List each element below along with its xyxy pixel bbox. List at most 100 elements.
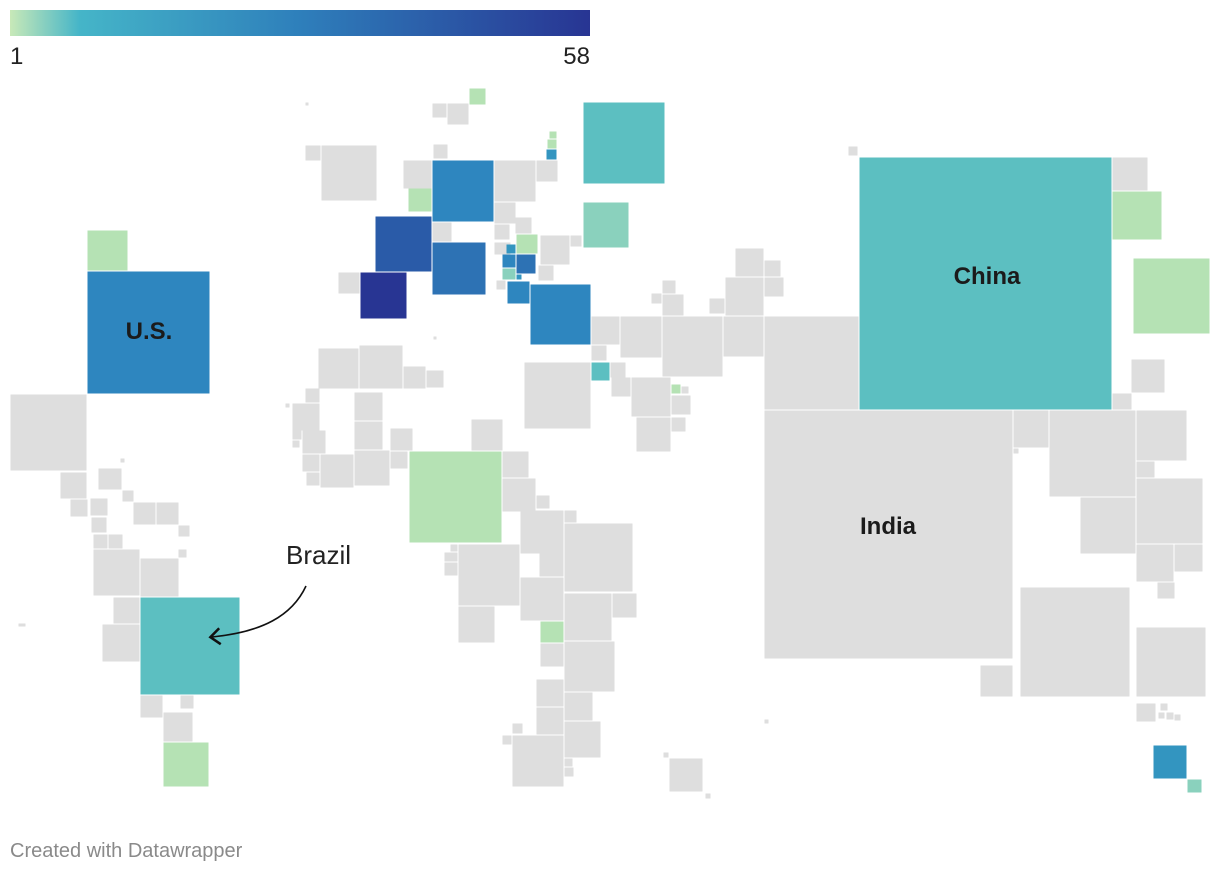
me-9 [723,316,764,357]
af-4 [426,370,444,388]
as-7 [1049,410,1136,497]
egypt-square [524,362,591,429]
new-zealand-square [1187,779,1202,793]
nigeria-square [409,451,502,543]
eu-1 [305,102,309,106]
eu-16 [546,149,557,160]
eu-22 [516,274,522,280]
japan-square [1133,258,1210,334]
af-22 [520,510,564,554]
af-40 [512,723,523,734]
eu-23 [540,235,570,265]
uk-square [408,188,432,212]
canada-square [87,230,128,271]
me-7 [662,294,684,316]
south-africa-square [540,621,564,643]
france-square [375,216,432,272]
af-26 [539,552,564,577]
as-19 [1166,712,1174,720]
af-47 [705,793,711,799]
eu-4 [469,88,486,105]
venezuela-square [140,558,179,597]
ca-13 [18,623,26,627]
eu-11 [432,222,452,242]
ca-5 [122,490,134,502]
af-32 [612,593,637,618]
af-3 [403,366,426,389]
me-11 [591,316,620,345]
af-45 [663,752,669,758]
af-10 [302,454,320,472]
af-27 [450,544,458,552]
argentina-square [163,742,209,787]
as-5 [1112,393,1132,410]
as-18 [1160,703,1168,711]
india-square [764,410,1013,659]
ca-14 [120,458,125,463]
as-16 [1136,627,1206,697]
as-20 [1174,714,1181,721]
colombia-square [93,549,140,596]
as-13 [1174,544,1203,572]
af-29 [444,562,458,576]
ukraine-square [583,202,629,248]
eu-14 [549,131,557,139]
ca-8 [156,502,179,525]
af-25 [458,544,520,606]
color-legend: 1 58 [10,10,590,71]
eu-15 [547,139,557,149]
pakistan-square [764,316,859,410]
eu-5 [433,144,448,159]
ca-12 [178,549,187,558]
af-1 [318,348,359,389]
us-label: U.S. [125,318,173,345]
turkey-square [530,284,591,345]
greece-square [507,281,530,304]
af-24 [564,523,633,592]
me-6 [651,293,662,304]
as-22 [764,719,769,724]
af-37 [536,707,564,735]
peru-square [102,624,140,662]
af-13 [354,450,390,486]
saudi-square [631,377,671,417]
legend-max-label: 58 [563,43,590,70]
as-8 [1136,410,1187,461]
portugal-square [338,272,360,294]
iceland-square [305,145,321,161]
ca-3 [70,499,88,517]
as-4 [1131,359,1165,393]
as-1 [848,146,858,156]
as-15 [980,665,1013,697]
as-10 [1136,478,1203,544]
brazil-annotation: Brazil [286,540,352,570]
me-8 [709,298,725,314]
me-2 [764,260,781,277]
brazil-square [140,597,240,695]
me-18 [671,395,691,415]
as-21 [1158,712,1165,719]
af-11 [306,472,320,486]
af-17 [390,451,408,469]
eu-21 [502,268,516,280]
af-31 [564,593,612,641]
ca-7 [133,502,156,525]
me-20 [671,417,686,432]
af-36 [536,679,564,707]
me-14 [610,362,626,378]
af-43 [564,758,573,767]
china-label: China [953,263,1021,290]
us-square [87,271,210,394]
af-12 [320,454,354,488]
as-23 [1013,448,1019,454]
as-12 [1136,544,1174,582]
eu-18 [506,244,516,254]
af-5 [305,388,320,403]
china-square [859,157,1112,410]
af-41 [502,735,512,745]
af-20 [502,478,536,512]
af-18 [471,419,503,451]
ca-11 [108,534,123,549]
ca-1 [98,468,122,490]
